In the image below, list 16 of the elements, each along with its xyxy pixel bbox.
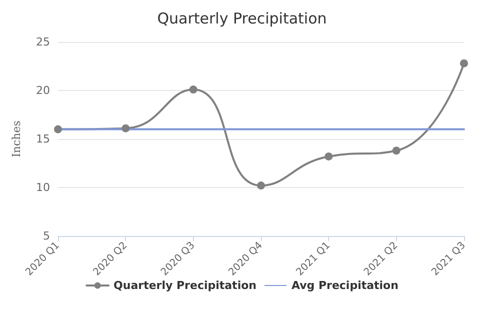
- point: [257, 182, 265, 190]
- point: [122, 124, 130, 132]
- legend-label: Avg Precipitation: [291, 279, 398, 292]
- y-tick-label: 25: [36, 36, 50, 48]
- legend-label: Quarterly Precipitation: [114, 279, 256, 292]
- y-tick-label: 5: [43, 230, 50, 242]
- chart-title: Quarterly Precipitation: [157, 10, 327, 28]
- y-tick-label: 15: [36, 132, 50, 146]
- point: [324, 152, 333, 160]
- point: [460, 59, 468, 68]
- y-tick-label: 20: [36, 84, 50, 97]
- point: [189, 86, 198, 94]
- point: [392, 146, 400, 155]
- point: [54, 125, 62, 134]
- y-tick-label: 10: [36, 181, 50, 194]
- y-axis-title: Inches: [10, 120, 23, 158]
